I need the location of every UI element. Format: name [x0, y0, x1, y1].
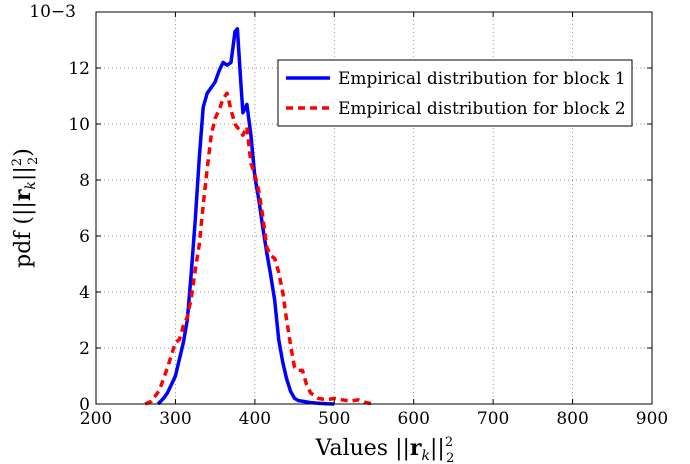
- series-layer: [144, 27, 375, 406]
- x-tick-label: 800: [556, 409, 588, 429]
- y-tick-label: 8: [79, 171, 90, 191]
- x-tick-label: 400: [239, 409, 271, 429]
- y-tick-label: 0: [79, 395, 90, 415]
- series-line-block-1: [156, 27, 335, 406]
- y-tick-label: 10: [68, 115, 90, 135]
- y-tick-label: 4: [79, 283, 90, 303]
- legend-label-block-1: Empirical distribution for block 1: [338, 69, 626, 89]
- legend-label-block-2: Empirical distribution for block 2: [338, 99, 626, 119]
- y-tick-label: 12: [68, 59, 90, 79]
- x-tick-label: 600: [397, 409, 429, 429]
- tick-marks: [95, 12, 653, 405]
- legend: Empirical distribution for block 1 Empir…: [277, 59, 633, 127]
- tick-labels: 200 300 400 500 600 700 800 900 0 2 4 6 8 10 12: [68, 59, 668, 429]
- x-tick-label: 500: [318, 409, 350, 429]
- x-tick-label: 200: [80, 409, 112, 429]
- plot-frame: [95, 11, 653, 405]
- x-tick-label: 300: [159, 409, 191, 429]
- legend-box: [277, 59, 633, 127]
- x-tick-label: 900: [636, 409, 668, 429]
- y-exponent-label: 10−3: [29, 2, 76, 22]
- y-tick-label: 2: [79, 339, 90, 359]
- y-tick-label: 6: [79, 227, 90, 247]
- x-tick-label: 700: [477, 409, 509, 429]
- x-axis-label: Values ||rk||2 2: [315, 435, 455, 464]
- y-axis-label: pdf (||rk||22): [10, 148, 41, 268]
- series-line-block-2: [144, 91, 375, 406]
